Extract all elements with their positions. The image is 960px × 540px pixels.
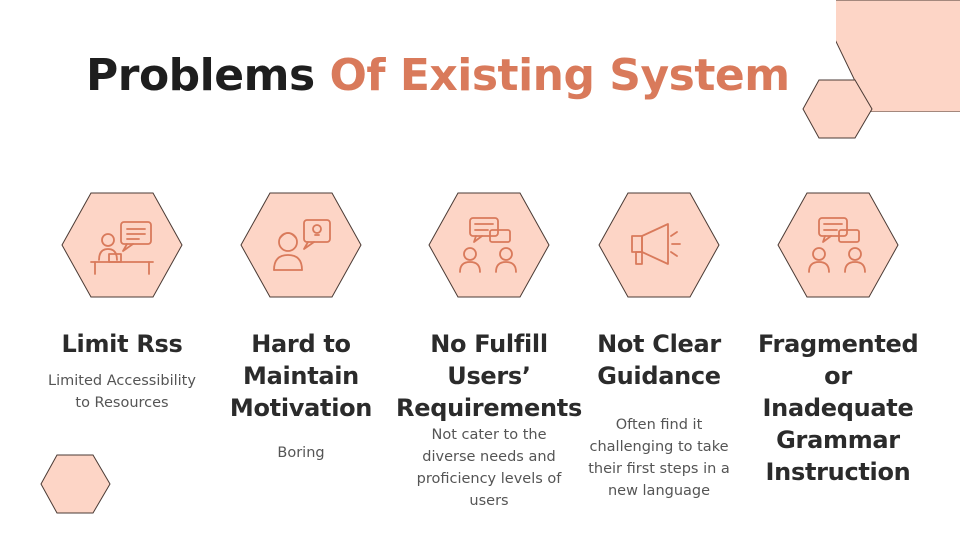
- problem-card-limit-rss: Limit Rss Limited Accessibility to Resou…: [37, 192, 207, 414]
- slide-title: Problems Of Existing System: [86, 46, 790, 106]
- problem-title: Not Clear Guidance: [597, 330, 721, 390]
- decor-hexagon-top-right-large: [836, 0, 960, 112]
- problem-description: Limited Accessibility to Resources: [48, 373, 196, 411]
- title-part-dark: Problems: [86, 50, 315, 101]
- problem-card-requirements: No Fulfill Users’ Requirements Not cater…: [396, 192, 582, 512]
- decor-hexagon-top-right-small: [802, 79, 873, 139]
- person-idea-bubble-icon: [273, 219, 331, 271]
- problem-card-grammar: Fragmented or Inadequate Grammar Instruc…: [753, 192, 923, 488]
- problem-description: Not cater to the diverse needs and profi…: [416, 427, 562, 509]
- title-part-accent: Of Existing System: [329, 50, 790, 101]
- two-people-chat-icon: [459, 217, 517, 273]
- person-desk-chat-icon: [90, 221, 154, 275]
- problem-title: Limit Rss: [61, 330, 183, 358]
- problem-description: Often find it challenging to take their …: [588, 417, 730, 499]
- two-people-chat-icon: [808, 217, 866, 273]
- problem-card-guidance: Not Clear Guidance Often find it challen…: [574, 192, 744, 502]
- hexagon-badge: [777, 192, 899, 298]
- problem-card-motivation: Hard to Maintain Motivation Boring: [216, 192, 386, 464]
- hexagon-badge: [428, 192, 550, 298]
- problem-title: Fragmented or Inadequate Grammar Instruc…: [758, 330, 919, 486]
- decor-hexagon-bottom-left: [40, 454, 111, 514]
- problem-title: No Fulfill Users’ Requirements: [396, 330, 582, 422]
- hexagon-badge: [240, 192, 362, 298]
- problem-description: Boring: [277, 445, 325, 461]
- problem-title: Hard to Maintain Motivation: [229, 330, 373, 422]
- megaphone-icon: [631, 223, 681, 265]
- hexagon-badge: [61, 192, 183, 298]
- hexagon-badge: [598, 192, 720, 298]
